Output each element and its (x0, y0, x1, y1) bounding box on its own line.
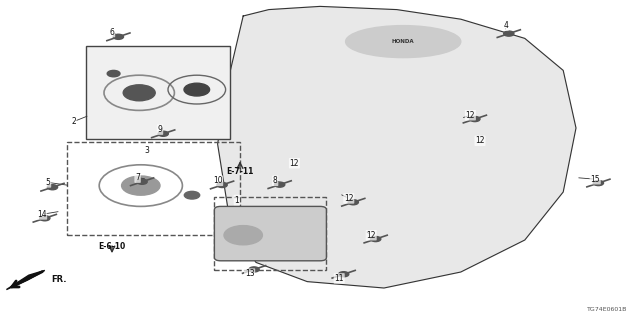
Ellipse shape (346, 26, 461, 58)
Bar (214, 197, 326, 270)
Text: 12: 12 (367, 231, 376, 240)
Circle shape (40, 216, 50, 221)
Circle shape (348, 200, 358, 205)
Text: 12: 12 (344, 194, 353, 203)
Text: 12: 12 (466, 111, 475, 120)
Text: FR.: FR. (51, 276, 67, 284)
Text: E-7-11: E-7-11 (227, 167, 253, 176)
Text: 5: 5 (45, 178, 51, 187)
Text: E-6-10: E-6-10 (99, 242, 125, 251)
Circle shape (224, 226, 262, 245)
Text: 6: 6 (109, 28, 115, 36)
Text: 11: 11 (335, 274, 344, 283)
Circle shape (275, 182, 285, 187)
Text: 10: 10 (212, 176, 223, 185)
Circle shape (593, 180, 604, 186)
FancyBboxPatch shape (214, 206, 326, 261)
Circle shape (504, 31, 514, 36)
Circle shape (122, 176, 160, 195)
Text: 13: 13 (244, 269, 255, 278)
Polygon shape (218, 6, 576, 288)
Bar (67, 142, 240, 235)
Circle shape (339, 272, 349, 277)
Polygon shape (6, 270, 45, 290)
Text: 7: 7 (135, 173, 140, 182)
Text: 4: 4 (503, 21, 508, 30)
Circle shape (137, 179, 147, 184)
Text: 8: 8 (273, 176, 278, 185)
Circle shape (184, 83, 210, 96)
Circle shape (158, 131, 168, 136)
Text: HONDA: HONDA (392, 39, 415, 44)
Text: 9: 9 (157, 125, 163, 134)
Text: TG74E0601B: TG74E0601B (587, 307, 627, 312)
Circle shape (107, 70, 120, 77)
Text: 12: 12 (290, 159, 299, 168)
Circle shape (123, 85, 155, 101)
Circle shape (47, 185, 58, 190)
Text: 2: 2 (71, 117, 76, 126)
Text: 3: 3 (145, 146, 150, 155)
Circle shape (113, 34, 124, 39)
Text: 1: 1 (234, 196, 239, 204)
Circle shape (470, 116, 480, 122)
Text: 14: 14 (36, 210, 47, 219)
Circle shape (249, 267, 259, 272)
Circle shape (184, 191, 200, 199)
Text: 15: 15 (590, 175, 600, 184)
Text: 12: 12 (476, 136, 484, 145)
Circle shape (217, 182, 227, 188)
Circle shape (371, 236, 381, 242)
Bar (86, 46, 230, 139)
